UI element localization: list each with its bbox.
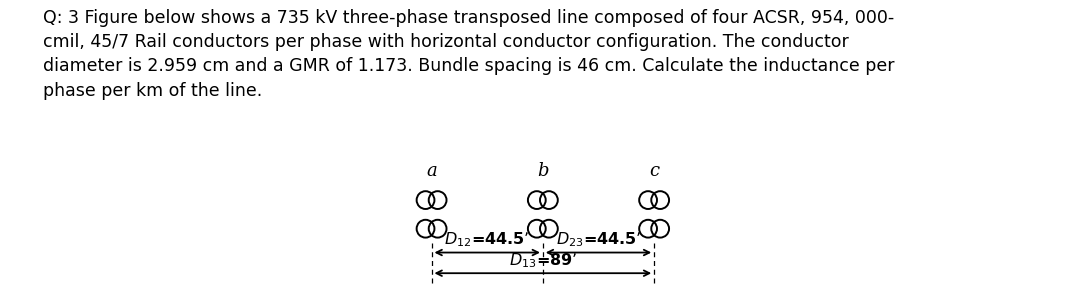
Text: $D_{12}$=44.5’: $D_{12}$=44.5’ <box>445 231 530 249</box>
Text: a: a <box>427 163 437 181</box>
Text: Q: 3 Figure below shows a 735 kV three-phase transposed line composed of four AC: Q: 3 Figure below shows a 735 kV three-p… <box>43 9 894 100</box>
Text: c: c <box>649 163 659 181</box>
Text: $D_{23}$=44.5’: $D_{23}$=44.5’ <box>556 231 642 249</box>
Text: $D_{13}$=89’: $D_{13}$=89’ <box>509 251 577 270</box>
Text: b: b <box>537 163 549 181</box>
